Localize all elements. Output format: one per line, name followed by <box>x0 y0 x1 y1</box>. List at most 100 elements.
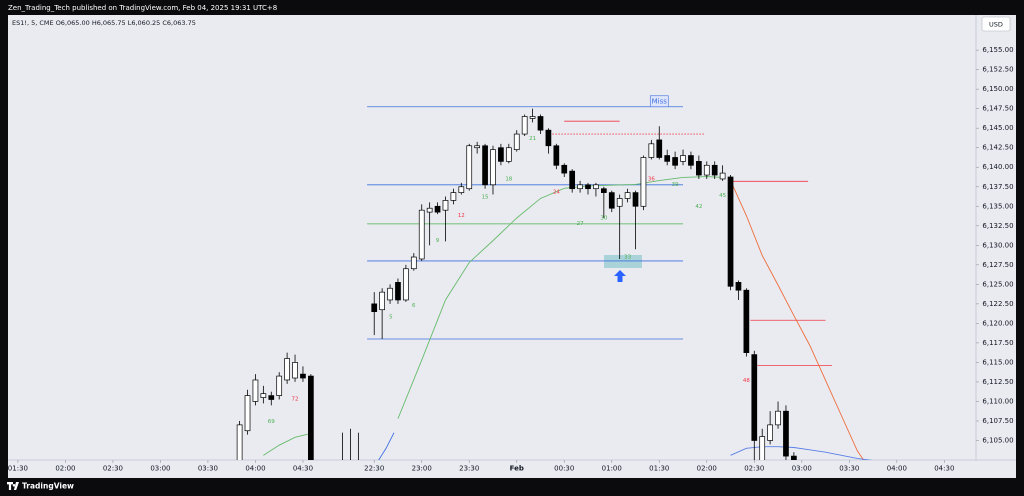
y-tick-label: 6,147.50 <box>982 105 1013 113</box>
x-tick-label: 04:00 <box>887 465 907 473</box>
candle-body <box>585 184 591 190</box>
y-tick-label: 6,150.00 <box>982 85 1013 93</box>
candle-body <box>442 200 449 211</box>
callout-box <box>649 95 669 108</box>
candle-body <box>418 209 425 260</box>
candle-body <box>783 410 789 457</box>
candle-body <box>482 145 488 186</box>
x-tick-label: 23:00 <box>412 465 432 473</box>
candle-body <box>735 282 742 291</box>
y-tick-label: 6,117.50 <box>982 339 1013 347</box>
chart-background <box>8 15 1016 478</box>
candle-body <box>696 161 702 176</box>
candle-body <box>688 155 694 166</box>
currency-label[interactable]: USD <box>989 21 1003 29</box>
candle-body <box>719 172 726 180</box>
x-tick-label: 02:00 <box>697 465 717 473</box>
candle-body <box>743 289 750 354</box>
candle-body <box>300 373 306 379</box>
y-tick-label: 6,130.00 <box>982 241 1013 249</box>
publisher-text: Zen_Trading_Tech published on TradingVie… <box>8 4 277 12</box>
candle-body <box>529 116 536 119</box>
x-tick-label: 03:00 <box>792 465 812 473</box>
x-tick-label: 01:30 <box>8 465 28 473</box>
y-tick-label: 6,120.00 <box>982 319 1013 327</box>
y-tick-label: 6,142.50 <box>982 144 1013 152</box>
up-arrow <box>614 270 626 282</box>
y-tick-label: 6,132.50 <box>982 222 1013 230</box>
y-tick-label: 6,115.00 <box>982 358 1013 366</box>
candle-body <box>450 192 457 201</box>
x-tick-label: 03:30 <box>839 465 859 473</box>
candle-body <box>791 455 797 460</box>
candle-body <box>513 133 520 151</box>
highlight-box <box>604 255 642 268</box>
candle-body <box>244 395 251 432</box>
candle-body <box>703 164 710 176</box>
candle-body <box>656 139 663 158</box>
callout-label: Miss <box>652 97 668 105</box>
y-tick-label: 6,135.00 <box>982 202 1013 210</box>
candle-body <box>561 164 568 174</box>
currency-box[interactable] <box>981 16 1011 32</box>
count-label: 24 <box>553 190 560 196</box>
brand-logo <box>7 482 19 490</box>
x-tick-label: 02:00 <box>55 465 75 473</box>
y-tick-label: 6,155.00 <box>982 46 1013 54</box>
candle-body <box>553 145 560 166</box>
count-label: 18 <box>505 176 512 182</box>
candle-body <box>616 198 623 207</box>
candle-body <box>379 291 385 311</box>
count-label: 6 <box>412 303 416 309</box>
x-tick-label: 03:30 <box>198 465 218 473</box>
candle-body <box>664 155 671 162</box>
candle-body <box>308 375 314 460</box>
x-tick-label: 03:00 <box>150 465 170 473</box>
x-tick-label: 00:30 <box>554 465 574 473</box>
candle-body <box>403 268 409 301</box>
candle-body <box>260 393 267 398</box>
candle-body <box>426 207 433 213</box>
count-label: 21 <box>529 136 536 142</box>
candle-body <box>545 129 552 147</box>
candle-body <box>276 375 283 396</box>
candle-body <box>284 358 290 381</box>
candle-body <box>505 147 512 162</box>
candle-body <box>640 157 647 207</box>
count-label: 42 <box>695 204 702 210</box>
count-label: 36 <box>648 176 655 182</box>
count-label: 69 <box>268 419 275 425</box>
y-tick-label: 6,137.50 <box>982 183 1013 191</box>
candle-body <box>498 147 504 162</box>
candle-body <box>632 192 639 207</box>
candle-body <box>434 205 441 213</box>
x-tick-label: 04:30 <box>293 465 313 473</box>
candle-body <box>395 282 401 301</box>
y-tick-label: 6,107.50 <box>982 417 1013 425</box>
count-label: 30 <box>600 215 607 221</box>
y-tick-label: 6,122.50 <box>982 300 1013 308</box>
candle-body <box>537 116 544 131</box>
candle-body <box>521 116 528 135</box>
candle-body <box>387 287 393 301</box>
candle-body <box>600 188 607 193</box>
candle-body <box>458 186 465 193</box>
brand-name: TradingView <box>22 482 74 491</box>
indicator-line <box>263 433 311 456</box>
indicator-line <box>730 180 865 460</box>
candle-body <box>577 184 583 190</box>
indicator-line <box>378 432 395 460</box>
candle-body <box>236 424 243 460</box>
candle-body <box>474 145 481 149</box>
candle-body <box>672 157 678 166</box>
candle-body <box>268 395 275 400</box>
x-tick-label: 01:00 <box>602 465 622 473</box>
y-tick-label: 6,110.00 <box>982 397 1013 405</box>
x-tick-label: 04:30 <box>934 465 954 473</box>
symbol-legend: ES1!, 5, CME O6,065.00 H6,065.75 L6,060.… <box>12 19 196 27</box>
candle-body <box>759 436 766 460</box>
candle-body <box>648 143 655 158</box>
